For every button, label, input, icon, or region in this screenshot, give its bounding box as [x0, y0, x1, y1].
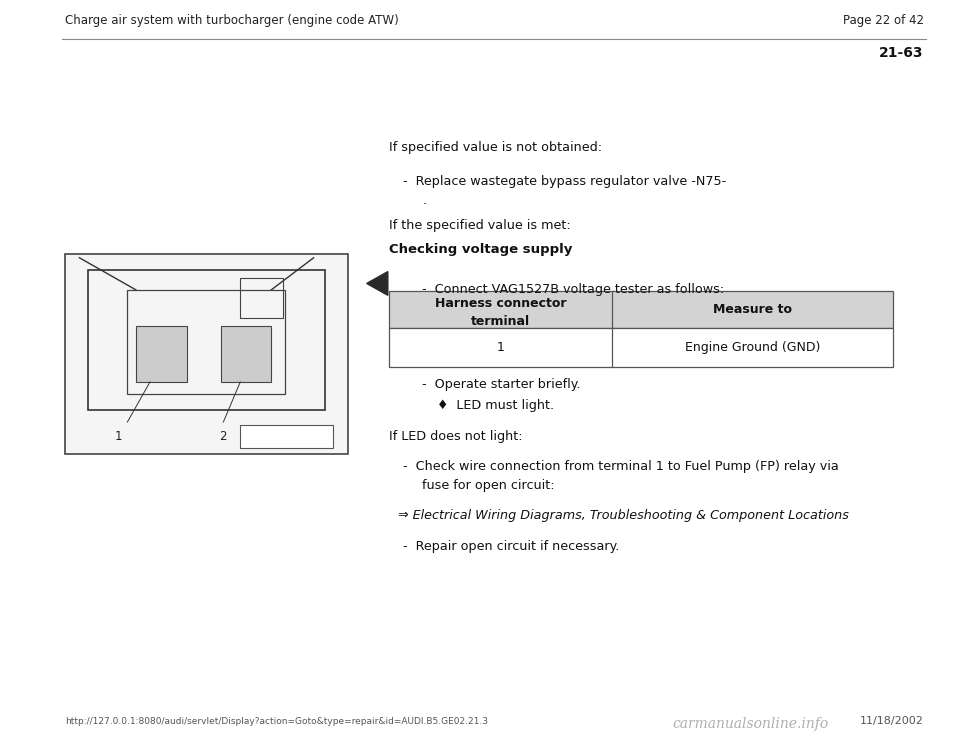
Text: fuse for open circuit:: fuse for open circuit:: [422, 479, 555, 493]
Text: Engine Ground (GND): Engine Ground (GND): [684, 341, 821, 354]
Bar: [136, 326, 186, 382]
Text: ⇒ Electrical Wiring Diagrams, Troubleshooting & Component Locations: ⇒ Electrical Wiring Diagrams, Troublesho…: [398, 509, 850, 522]
Text: V96-0749: V96-0749: [263, 432, 310, 441]
Text: Harness connector: Harness connector: [435, 297, 566, 310]
Text: -  Connect VAG1527B voltage tester as follows:: - Connect VAG1527B voltage tester as fol…: [422, 283, 725, 297]
Bar: [389, 291, 893, 328]
Text: -  Operate starter briefly.: - Operate starter briefly.: [422, 378, 581, 392]
Bar: [389, 328, 893, 367]
Text: .: .: [422, 194, 426, 208]
Text: If LED does not light:: If LED does not light:: [389, 430, 522, 444]
Text: Charge air system with turbocharger (engine code ATW): Charge air system with turbocharger (eng…: [65, 14, 399, 27]
Text: -  Replace wastegate bypass regulator valve -N75-: - Replace wastegate bypass regulator val…: [403, 175, 727, 188]
Text: 1: 1: [115, 430, 123, 443]
Text: terminal: terminal: [471, 315, 530, 328]
Text: http://127.0.0.1:8080/audi/servlet/Display?action=Goto&type=repair&id=AUDI.B5.GE: http://127.0.0.1:8080/audi/servlet/Displ…: [65, 717, 489, 726]
Bar: [221, 326, 272, 382]
Bar: [128, 290, 285, 394]
Text: If specified value is not obtained:: If specified value is not obtained:: [389, 141, 602, 154]
Text: 11/18/2002: 11/18/2002: [859, 716, 924, 726]
Text: ♦  LED must light.: ♦ LED must light.: [437, 399, 554, 413]
Text: Page 22 of 42: Page 22 of 42: [843, 14, 924, 27]
Bar: [240, 425, 333, 448]
Text: If the specified value is met:: If the specified value is met:: [389, 219, 570, 232]
Polygon shape: [367, 272, 388, 295]
Text: Measure to: Measure to: [713, 303, 792, 316]
Text: Checking voltage supply: Checking voltage supply: [389, 243, 572, 257]
Text: -  Repair open circuit if necessary.: - Repair open circuit if necessary.: [403, 540, 619, 554]
Text: 1: 1: [496, 341, 505, 354]
Bar: [65, 254, 348, 454]
Bar: [88, 270, 324, 410]
Text: carmanualsonline.info: carmanualsonline.info: [672, 717, 828, 731]
Text: 2: 2: [220, 430, 228, 443]
Bar: [240, 278, 282, 318]
Text: -  Check wire connection from terminal 1 to Fuel Pump (FP) relay via: - Check wire connection from terminal 1 …: [403, 460, 839, 473]
Text: 21-63: 21-63: [879, 47, 924, 60]
